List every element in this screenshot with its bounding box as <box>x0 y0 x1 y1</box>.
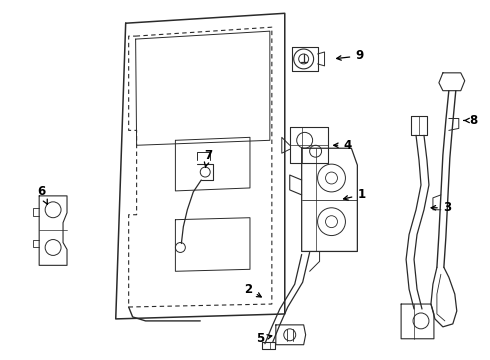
Text: 7: 7 <box>204 149 212 167</box>
Text: 4: 4 <box>334 139 351 152</box>
Text: 9: 9 <box>337 49 364 63</box>
Text: 5: 5 <box>256 332 272 345</box>
Text: 8: 8 <box>464 114 478 127</box>
Text: 1: 1 <box>343 188 366 201</box>
Text: 3: 3 <box>431 201 451 214</box>
Text: 6: 6 <box>37 185 48 204</box>
Text: 2: 2 <box>244 283 261 297</box>
